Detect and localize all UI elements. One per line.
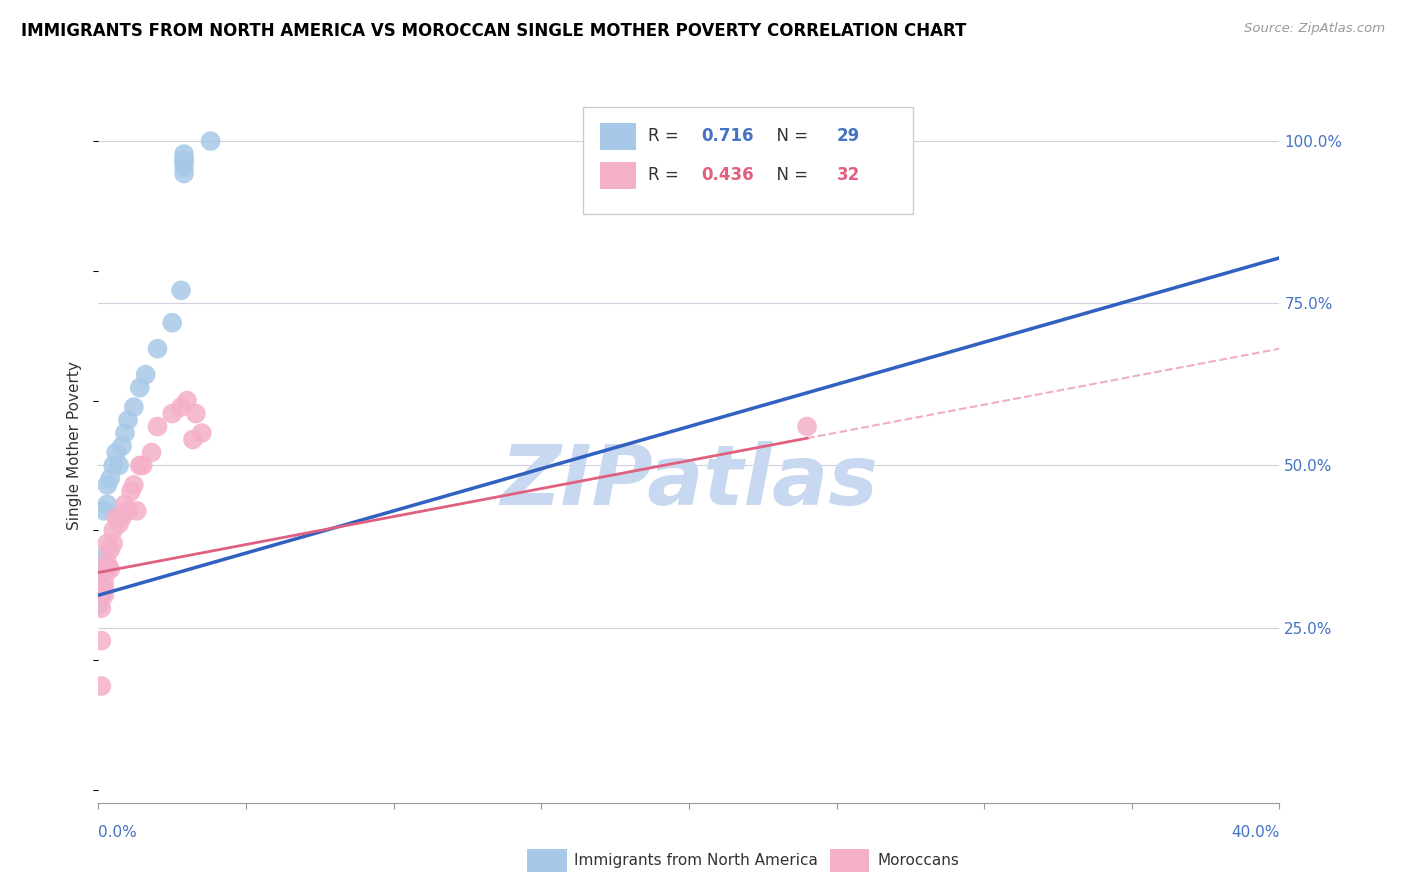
Point [114, 497, 136, 511]
Point [90, 601, 112, 615]
Point [108, 516, 131, 531]
Point [93, 562, 115, 576]
Text: ZIPatlas: ZIPatlas [501, 442, 877, 522]
Text: R =: R = [648, 128, 683, 145]
Point [117, 413, 139, 427]
Point [90, 582, 112, 596]
Text: Moroccans: Moroccans [877, 854, 959, 868]
Point [184, 407, 207, 421]
Point [181, 433, 204, 447]
Point [103, 524, 125, 538]
Point [173, 160, 195, 174]
Point [90, 633, 112, 648]
Y-axis label: Single Mother Poverty: Single Mother Poverty [67, 361, 83, 531]
Text: 32: 32 [837, 166, 860, 184]
Point [125, 504, 148, 518]
Text: N =: N = [766, 166, 813, 184]
Point [128, 381, 150, 395]
Point [173, 167, 195, 181]
Point [105, 445, 128, 459]
Point [87, 595, 110, 609]
Text: 0.0%: 0.0% [98, 825, 138, 840]
Text: Immigrants from North America: Immigrants from North America [574, 854, 817, 868]
Point [128, 458, 150, 473]
Point [93, 549, 115, 564]
Text: 0.436: 0.436 [700, 166, 754, 184]
Point [146, 342, 169, 356]
Point [162, 316, 183, 330]
Point [146, 419, 169, 434]
Point [173, 147, 195, 161]
Text: 40.0%: 40.0% [1232, 825, 1279, 840]
Text: Source: ZipAtlas.com: Source: ZipAtlas.com [1244, 22, 1385, 36]
Point [105, 510, 128, 524]
Point [141, 445, 163, 459]
Point [111, 510, 134, 524]
Point [117, 504, 139, 518]
FancyBboxPatch shape [582, 107, 914, 214]
Point [176, 393, 198, 408]
Point [98, 542, 121, 557]
Point [162, 407, 183, 421]
Point [200, 134, 222, 148]
Text: R =: R = [648, 166, 683, 184]
Point [93, 504, 115, 518]
Point [191, 425, 214, 440]
Point [93, 588, 115, 602]
Point [103, 458, 125, 473]
Point [87, 598, 110, 612]
Point [90, 578, 112, 592]
Point [96, 556, 118, 570]
Bar [600, 123, 636, 150]
Point [96, 478, 118, 492]
Point [796, 419, 818, 434]
Point [173, 153, 195, 168]
Text: IMMIGRANTS FROM NORTH AMERICA VS MOROCCAN SINGLE MOTHER POVERTY CORRELATION CHAR: IMMIGRANTS FROM NORTH AMERICA VS MOROCCA… [21, 22, 966, 40]
Point [122, 478, 145, 492]
Bar [600, 162, 636, 189]
Point [135, 368, 157, 382]
Point [108, 458, 131, 473]
Point [98, 562, 121, 576]
Point [170, 283, 193, 297]
Point [120, 484, 142, 499]
Point [96, 562, 118, 576]
Text: 29: 29 [837, 128, 860, 145]
Text: N =: N = [766, 128, 813, 145]
Point [96, 497, 118, 511]
Point [90, 588, 112, 602]
Point [93, 575, 115, 590]
Point [93, 582, 115, 596]
Point [122, 400, 145, 414]
Point [98, 471, 121, 485]
Text: 0.716: 0.716 [700, 128, 754, 145]
Point [111, 439, 134, 453]
Point [132, 458, 155, 473]
Point [173, 153, 195, 168]
Point [103, 536, 125, 550]
Point [114, 425, 136, 440]
Point [90, 679, 112, 693]
Point [170, 400, 193, 414]
Point [96, 536, 118, 550]
